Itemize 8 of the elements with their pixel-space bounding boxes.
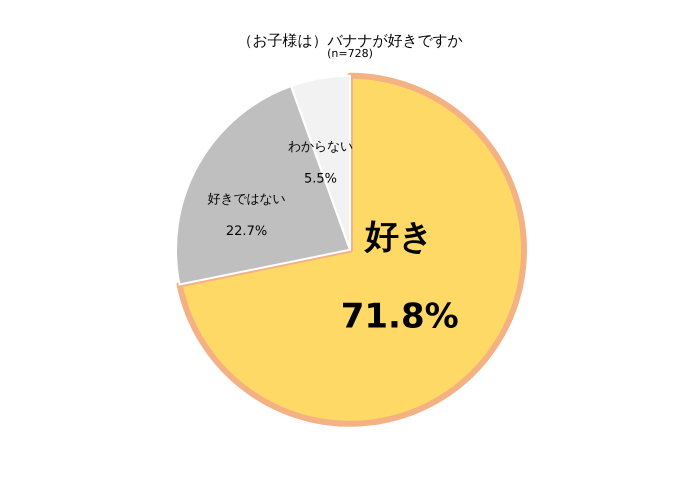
data-label: 22.7% bbox=[226, 224, 268, 240]
data-label: 5.5% bbox=[304, 172, 338, 187]
chart-subtitle: (n=728) bbox=[327, 47, 373, 60]
slice-label: 好きではない bbox=[208, 192, 286, 208]
slice-label: 好き bbox=[363, 216, 434, 257]
data-label: 71.8% bbox=[340, 296, 459, 337]
slice-label: わからない bbox=[288, 140, 354, 155]
chart-title: （お子様は）バナナが好きですか bbox=[238, 32, 462, 50]
